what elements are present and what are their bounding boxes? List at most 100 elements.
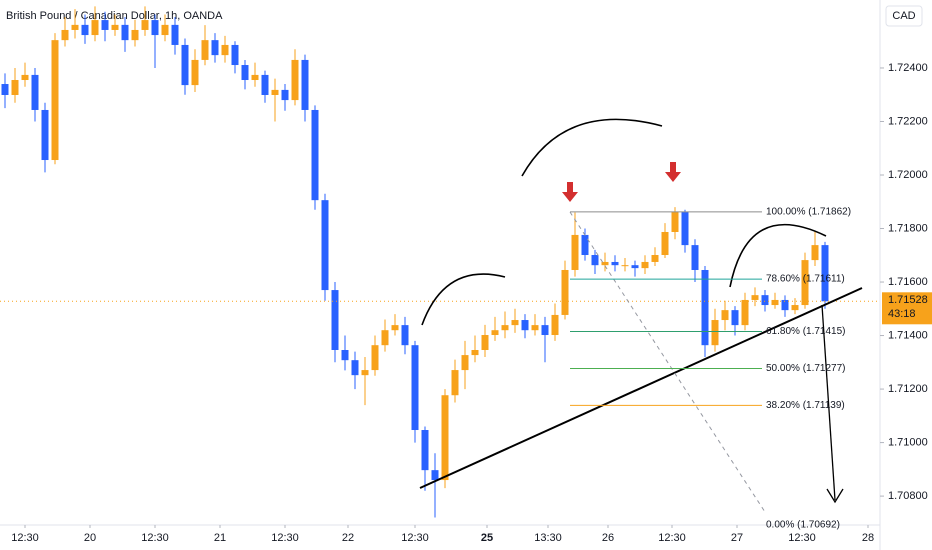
candle-body [631,265,639,269]
candle-body [131,29,139,41]
candle-body [671,211,679,232]
x-tick-label: 12:30 [11,532,39,544]
y-tick-label: 1.71800 [888,222,928,234]
candle-body [451,370,459,396]
red-arrow [665,162,681,182]
candle-body [571,234,579,270]
candle-body [411,345,419,431]
candle-body [311,109,319,201]
y-tick-label: 1.72200 [888,115,928,127]
x-tick-label: 20 [84,532,96,544]
x-tick-label: 13:30 [534,532,562,544]
candle-body [691,245,699,270]
marks [0,6,880,518]
candle-body [181,44,189,86]
arc-left-shoulder [421,273,506,326]
candle-body [811,245,819,261]
candle-body [481,335,489,350]
candle-body [791,305,799,311]
x-tick-label: 28 [862,532,874,544]
candle-body [21,74,29,81]
candle-body [291,59,299,101]
x-tick-label: 21 [214,532,226,544]
candle-body [31,74,39,110]
candle-body [351,360,359,376]
candle-body [1,84,9,95]
x-tick-label: 12:30 [788,532,816,544]
candle-body [781,299,789,311]
candle-body [331,290,339,350]
candle-body [191,59,199,86]
candle-body [61,29,69,41]
candle-body [161,24,169,36]
candle-body [141,20,149,30]
overlay: 100.00% (1.71862) 78.60% (1.71611) 61.80% … [570,207,851,531]
candle-body [551,314,559,336]
candle-body [681,211,689,246]
fib-label: 0.00% (1.70692) [766,520,840,531]
candle-body [431,470,439,481]
x-tick-label: 27 [731,532,743,544]
y-tick-label: 1.71200 [888,383,928,395]
fib-label: 78.60% (1.71611) [766,274,845,285]
fib-label: 38.20% (1.71139) [766,400,845,411]
currency-box[interactable] [885,5,923,27]
x-tick-label: 12:30 [658,532,686,544]
candle-body [401,325,409,346]
candle-body [41,109,49,161]
red-arrow [562,182,578,202]
candle-body [751,295,759,300]
candle-body [381,330,389,346]
candle-body [621,265,629,267]
candle-body [281,89,289,101]
trend-line [419,287,863,489]
y-tick-label: 1.72000 [888,169,928,181]
candle-body [321,200,329,291]
candle-body [511,320,519,326]
candle-body [761,295,769,306]
candle-body [211,40,219,56]
y-tick-label: 1.71000 [888,436,928,448]
candle-body [301,59,309,110]
candle-body [121,24,129,41]
candle-body [741,299,749,326]
candle-body [341,350,349,361]
candle-body [641,261,649,269]
x-tick-label: 26 [602,532,614,544]
arc-right-shoulder [729,223,827,288]
x-tick-label: 22 [342,532,354,544]
candle-body [361,370,369,376]
candle-body [231,44,239,66]
candle-body [461,355,469,371]
candle-body [711,320,719,346]
candle-body [491,330,499,336]
y-tick-label: 1.71400 [888,329,928,341]
candle-body [261,74,269,95]
fib-label: 61.80% (1.71415) [766,326,846,337]
x-tick-label: 12:30 [271,532,299,544]
candle-body [501,325,509,331]
candle-body [541,325,549,336]
last-price-label: 1.71528 [888,294,928,306]
candle-body [111,24,119,30]
candle-body [821,245,829,302]
fib-label: 100.00% (1.71862) [766,207,851,218]
candle-body [71,24,79,30]
candle-body [81,24,89,36]
candle-body [591,255,599,266]
candle-body [201,40,209,60]
candle-body [251,74,259,81]
candle-body [771,299,779,306]
candle-body [371,345,379,371]
countdown-label: 43:18 [888,308,916,320]
fib-diagonal [569,211,766,513]
candle-body [701,269,709,346]
x-tick-label: 12:30 [141,532,169,544]
fib-label: 50.00% (1.71277) [766,363,846,374]
candle-body [561,269,569,315]
candle-body [11,80,19,95]
currency-label[interactable]: CAD [892,10,915,22]
last-price-box [882,292,932,325]
